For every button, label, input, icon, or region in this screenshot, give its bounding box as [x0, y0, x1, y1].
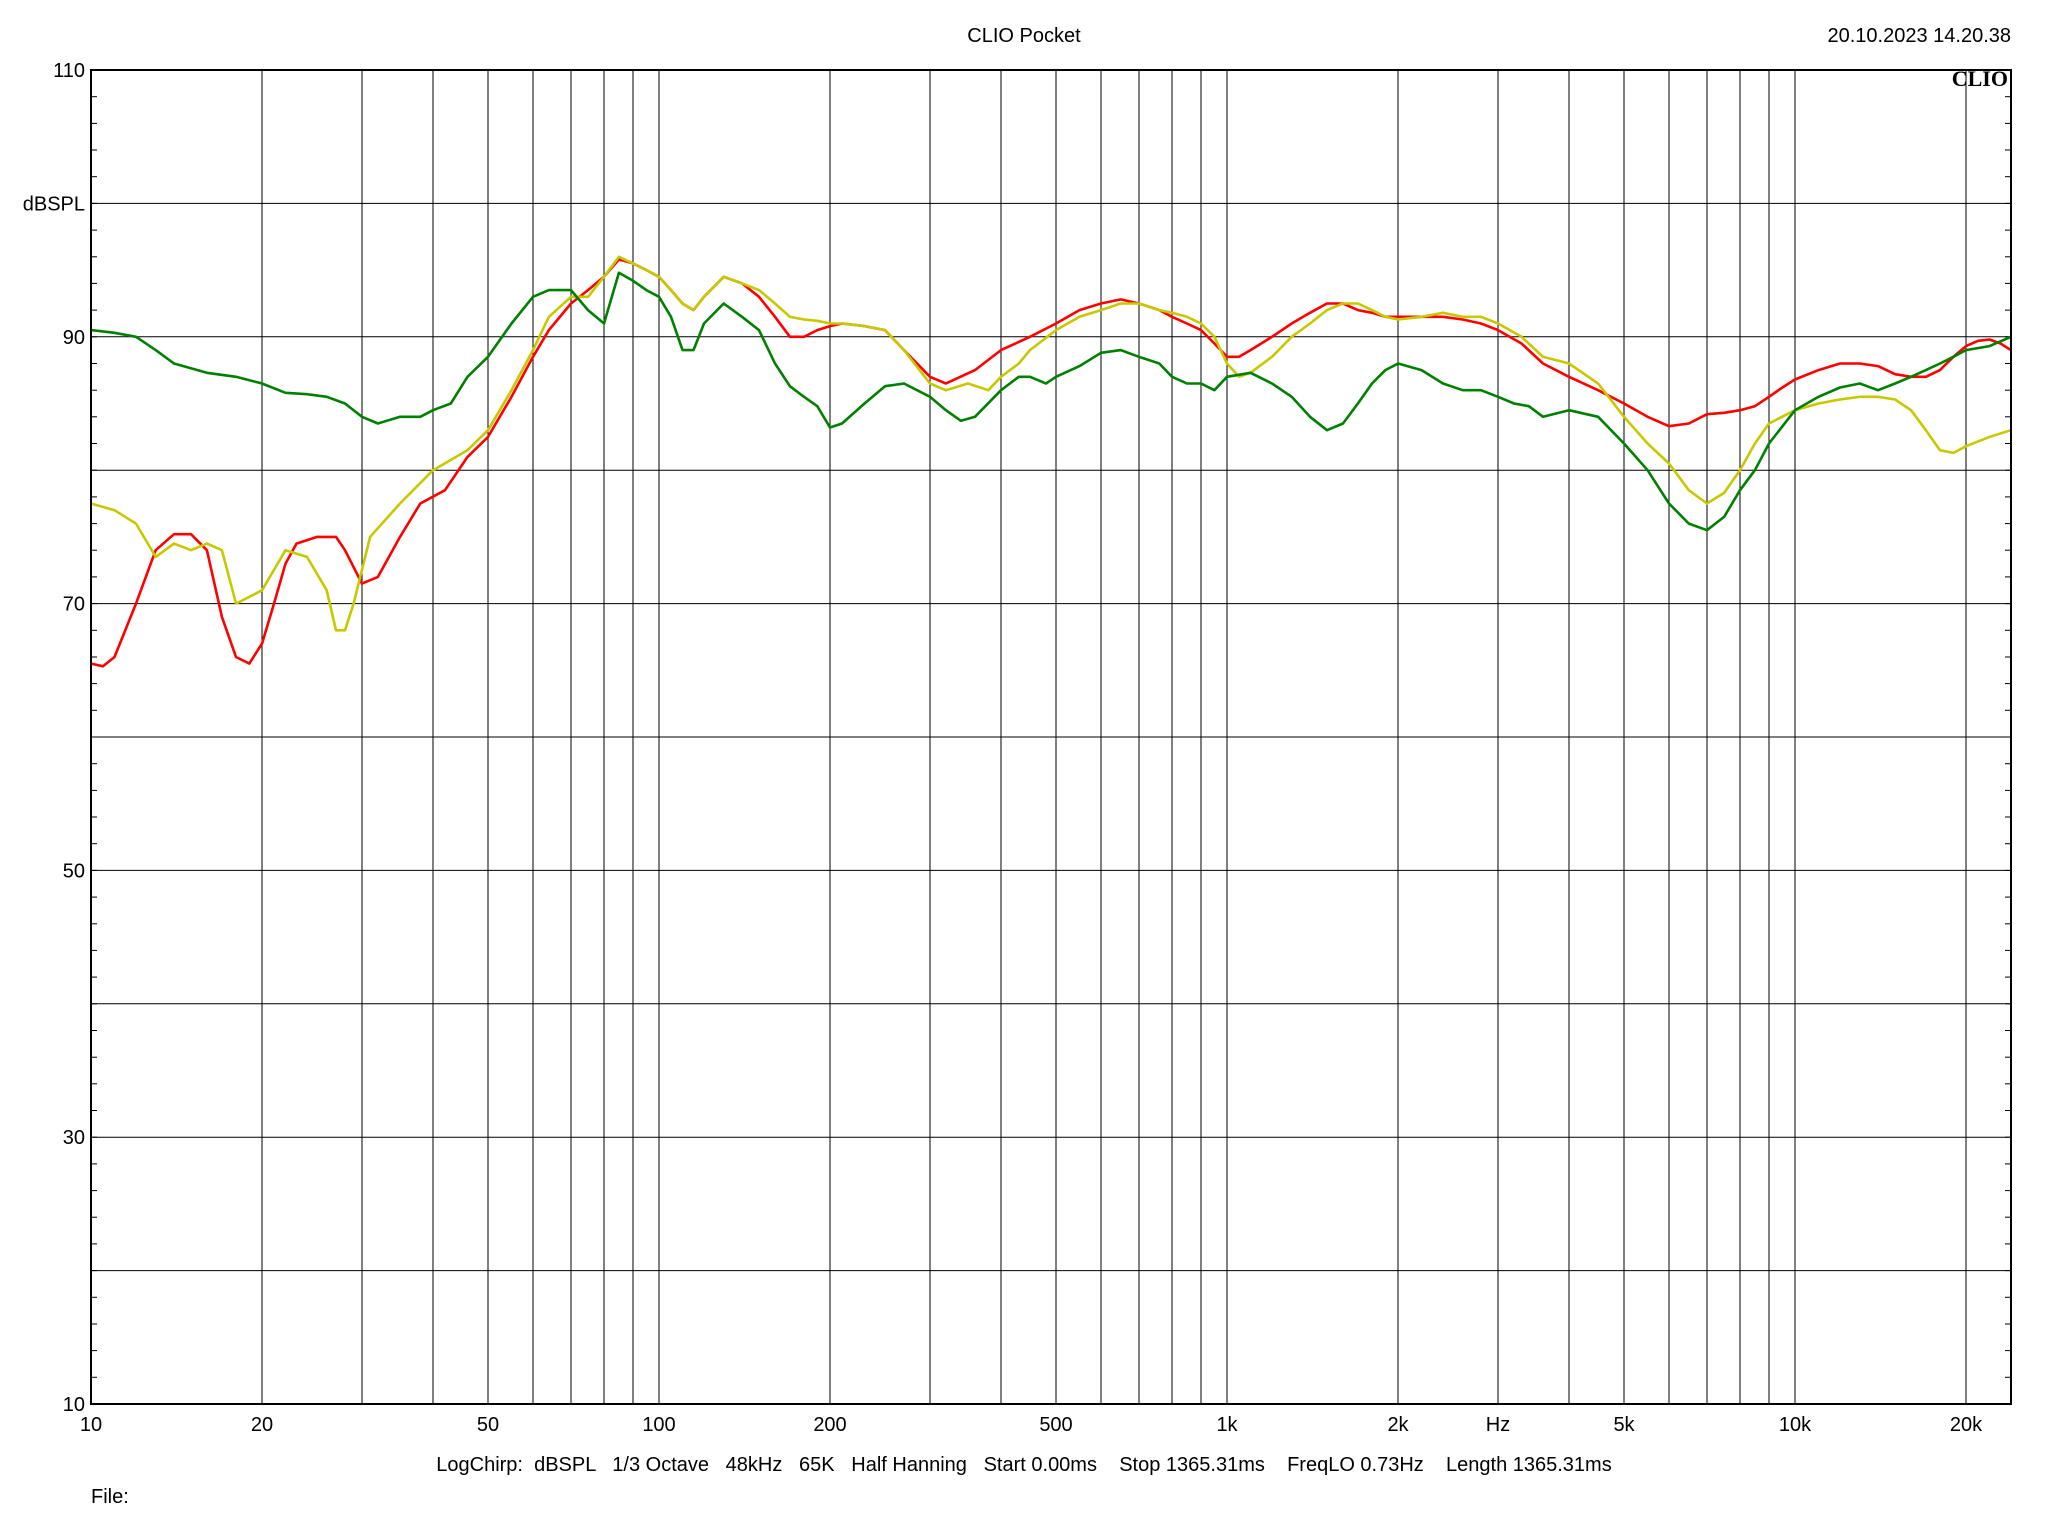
plot-frame	[90, 69, 2012, 1405]
file-label: File:	[91, 1486, 129, 1508]
y-tick-label: dBSPL	[23, 193, 85, 215]
chart-title: CLIO Pocket	[967, 25, 1081, 47]
series-group	[91, 255, 2011, 668]
grid	[91, 69, 2011, 1405]
x-tick-label: 200	[813, 1414, 846, 1436]
x-tick-label: 20k	[1950, 1414, 1983, 1436]
x-tick-label: Hz	[1486, 1414, 1510, 1436]
x-tick-label: 20	[251, 1414, 273, 1436]
y-tick-label: 70	[63, 594, 85, 616]
measurement-settings: LogChirp: dBSPL 1/3 Octave 48kHz 65K Hal…	[436, 1454, 1611, 1476]
x-axis-ticks: 10 20 50 100 200 500 1k 2k Hz 5k 10k 20k	[80, 1414, 1983, 1436]
y-tick-label: 30	[63, 1127, 85, 1149]
x-tick-label: 5k	[1613, 1414, 1635, 1436]
y-tick-label: 10	[63, 1394, 85, 1416]
x-tick-label: 500	[1039, 1414, 1072, 1436]
series-line-2	[91, 255, 2011, 632]
x-tick-label: 10	[80, 1414, 102, 1436]
timestamp: 20.10.2023 14.20.38	[1827, 25, 2011, 47]
y-tick-label: 50	[63, 860, 85, 882]
x-tick-label: 10k	[1779, 1414, 1812, 1436]
series-line-1	[91, 258, 2011, 668]
clio-logo: CLIO	[1952, 66, 2008, 91]
x-tick-label: 50	[477, 1414, 499, 1436]
x-tick-label: 2k	[1387, 1414, 1409, 1436]
y-axis-ticks: 110 dBSPL 90 70 50 30 10	[23, 60, 85, 1416]
y-tick-label: 90	[63, 327, 85, 349]
series-line-3	[91, 271, 2011, 532]
x-tick-label: 100	[642, 1414, 675, 1436]
y-tick-label: 110	[53, 60, 85, 82]
x-tick-label: 1k	[1216, 1414, 1238, 1436]
